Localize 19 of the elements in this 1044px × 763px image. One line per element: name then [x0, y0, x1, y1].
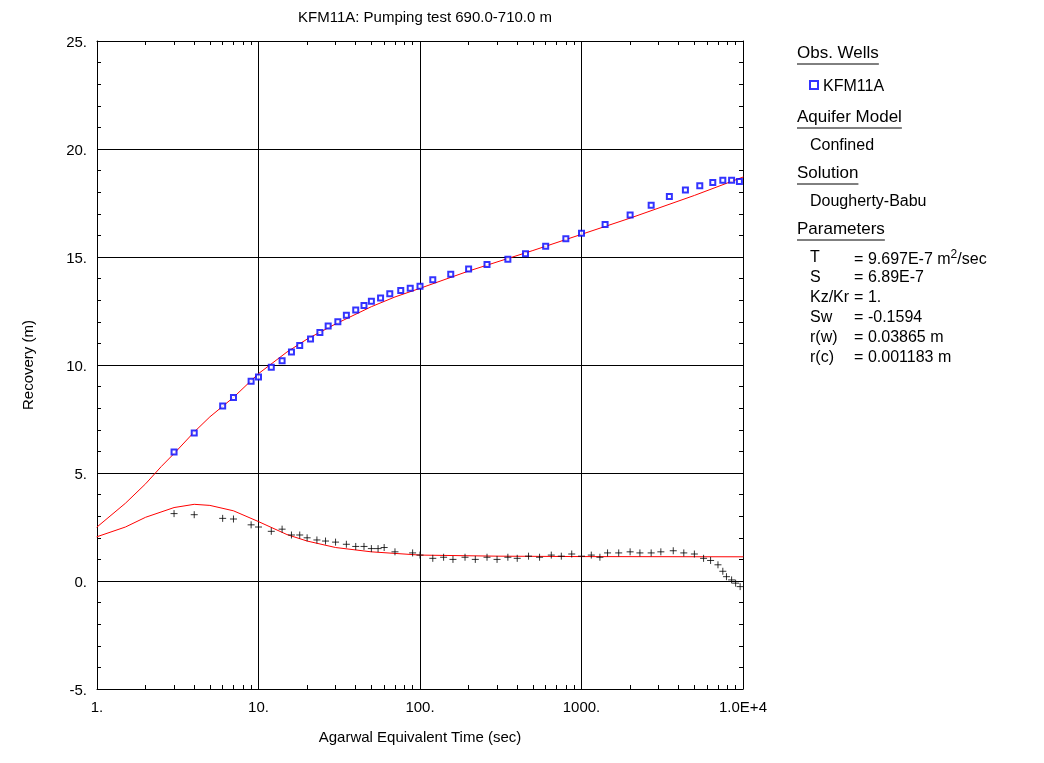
x-tick-label: 1000. — [562, 698, 601, 715]
x-tick-label: 1. — [90, 698, 104, 715]
y-tick-label: 25. — [66, 32, 87, 50]
chart-title: KFM11A: Pumping test 690.0-710.0 m — [297, 8, 553, 25]
y-tick-label: 10. — [66, 356, 87, 374]
y-tick-label: 20. — [66, 140, 87, 158]
text: Solution Dougherty-Babu — [797, 163, 927, 209]
y-tick-label: -5. — [69, 680, 87, 698]
legend-title: Obs. Wells — [797, 43, 879, 62]
legend-label: KFM11A — [823, 76, 885, 94]
x-axis-title: Agarwal Equivalent Time (sec) — [318, 728, 522, 745]
y-axis-title: Recovery (m) — [19, 319, 36, 411]
y-tick-label: 15. — [66, 248, 87, 266]
text: Aquifer Model Confined — [797, 107, 902, 153]
x-tick-label: 10. — [248, 698, 269, 715]
x-tick-label: 1.0E+4 — [719, 698, 767, 715]
y-tick-label: 5. — [74, 464, 87, 482]
y-tick-label: 0. — [74, 572, 87, 590]
x-tick-label: 100. — [405, 698, 435, 715]
